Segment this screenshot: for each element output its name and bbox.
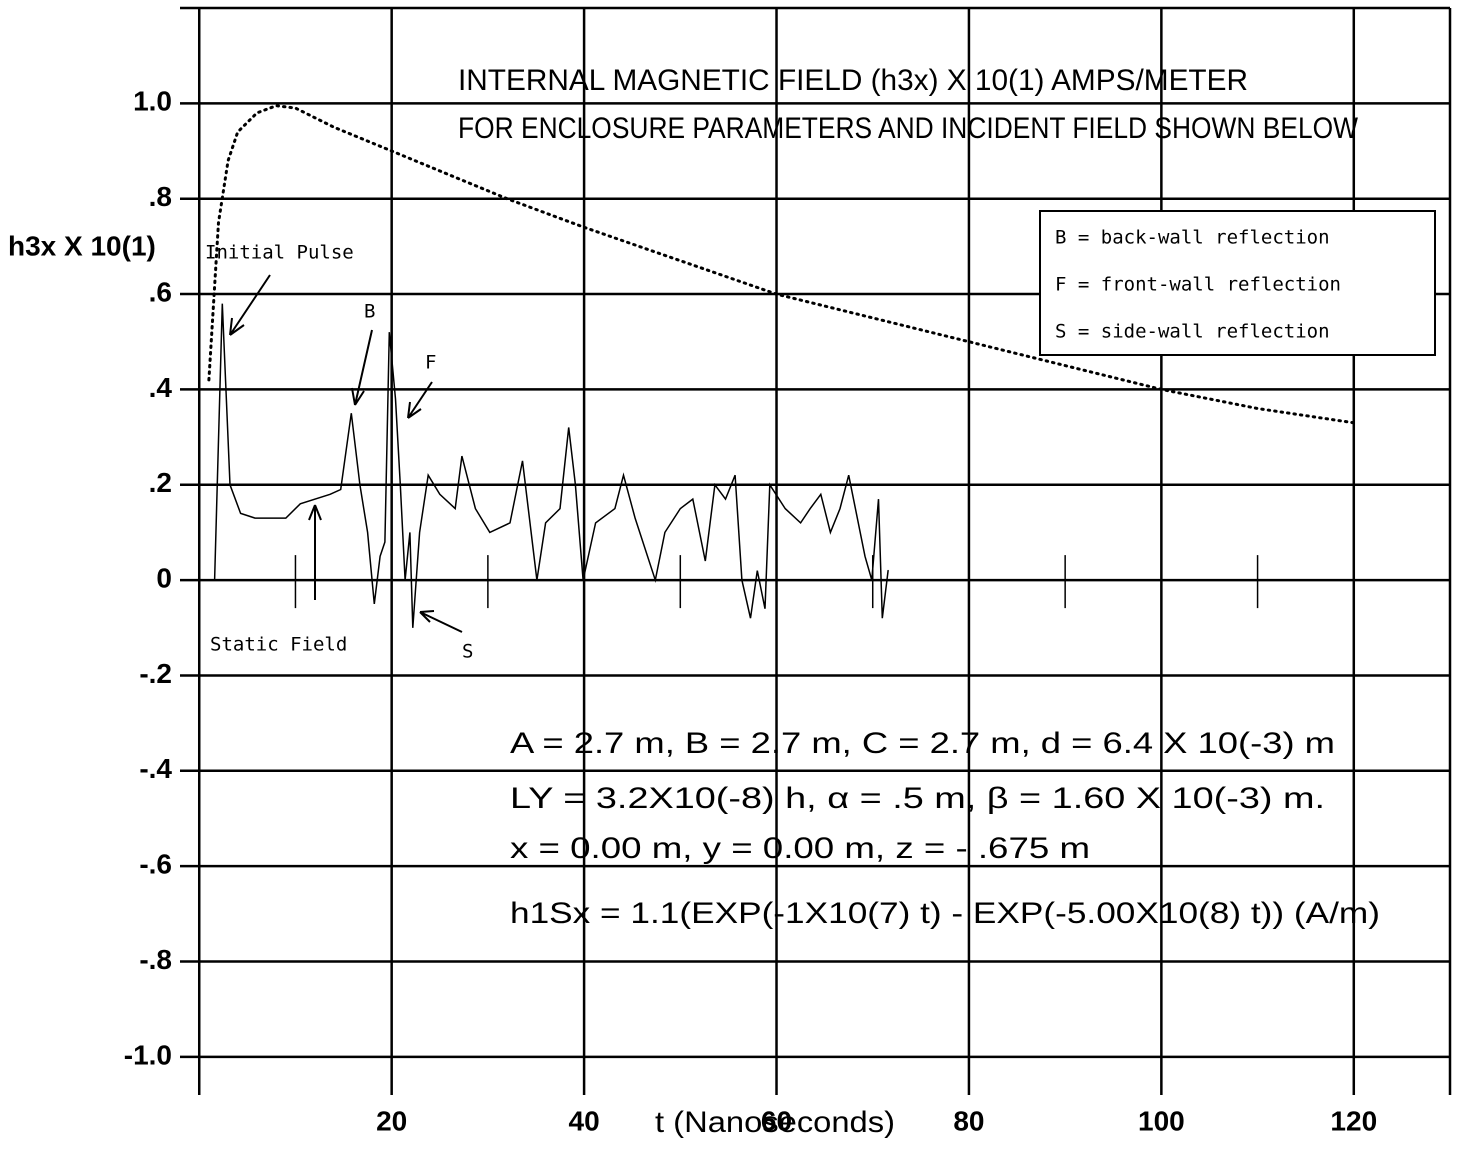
y-tick-label: -.8	[139, 944, 172, 975]
plot-area: 1.0 .8 .6 .4 .2 0 -.2 -.4 -.6 -.8 -1.0 20 40 60 80 100 1…	[124, 6, 1452, 1136]
annotation: Initial Pulse	[205, 242, 354, 264]
x-axis-label: t (Nanoseconds)	[655, 1106, 895, 1139]
x-tick-label: 40	[569, 1105, 600, 1136]
arrow	[419, 610, 463, 633]
data-line	[213, 303, 889, 628]
y-tick-label: .2	[149, 467, 172, 498]
parameter-text: LY = 3.2X10(-8) h, α = .5 m, β = 1.60 X …	[510, 782, 1325, 815]
legend-text: F = front-wall reflection	[1055, 274, 1341, 296]
x-tick-label: 20	[376, 1105, 407, 1136]
y-tick-label: -.2	[139, 658, 172, 689]
arrow	[407, 381, 433, 419]
y-tick-label: -.4	[139, 753, 172, 784]
x-tick-label: 80	[953, 1105, 984, 1136]
y-tick-label: .4	[149, 372, 173, 403]
arrow	[229, 274, 271, 336]
parameter-text: h1Sx = 1.1(EXP(-1X10(7) t) - EXP(-5.00X1…	[510, 897, 1380, 930]
legend-text: B = back-wall reflection	[1055, 227, 1330, 249]
x-tick-label: 60	[761, 1105, 792, 1136]
arrow	[351, 329, 373, 406]
annotation: Static Field	[210, 634, 347, 656]
x-tick-label: 120	[1330, 1105, 1377, 1136]
x-tick-label: 100	[1138, 1105, 1185, 1136]
annotation: F	[425, 352, 436, 374]
chart-subtitle: FOR ENCLOSURE PARAMETERS AND INCIDENT FI…	[458, 112, 1359, 145]
annotation: S	[462, 641, 473, 663]
chart-title: INTERNAL MAGNETIC FIELD (h3x) X 10(1) AM…	[458, 64, 1248, 97]
arrow	[308, 504, 322, 600]
y-tick-label: -.6	[139, 849, 172, 880]
y-tick-label: .8	[149, 181, 172, 212]
y-tick-label: 1.0	[133, 86, 172, 117]
legend-box	[1039, 210, 1436, 356]
annotation: B	[364, 301, 375, 323]
y-axis-label: h3x X 10(1)	[8, 230, 156, 261]
parameter-text: x = 0.00 m, y = 0.00 m, z = - .675 m	[510, 832, 1090, 865]
legend-text: S = side-wall reflection	[1055, 321, 1330, 343]
data-line	[207, 104, 1356, 425]
y-tick-label: .6	[149, 276, 172, 307]
y-tick-label: 0	[156, 562, 172, 593]
y-tick-label: -1.0	[124, 1039, 172, 1070]
parameter-text: A = 2.7 m, B = 2.7 m, C = 2.7 m, d = 6.4…	[510, 727, 1335, 760]
